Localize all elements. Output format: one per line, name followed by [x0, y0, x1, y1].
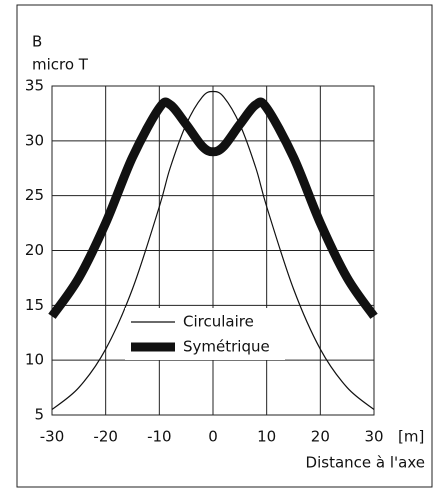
y-axis-symbol: B	[32, 33, 42, 51]
frame	[16, 4, 433, 488]
y-tick-label: 35	[25, 77, 44, 95]
y-tick-label: 5	[34, 406, 44, 424]
x-tick-label: -10	[147, 428, 172, 446]
y-tick-label: 10	[25, 351, 44, 369]
y-axis-unit: micro T	[32, 56, 89, 74]
x-axis-label: Distance à l'axe	[306, 454, 425, 472]
x-tick-label: -30	[40, 428, 65, 446]
series-line	[48, 97, 378, 319]
y-tick-label: 25	[25, 186, 44, 204]
legend-label: Symétrique	[183, 338, 270, 356]
y-tick-label: 30	[25, 131, 44, 149]
y-tick-label: 20	[25, 241, 44, 259]
y-tick-label: 15	[25, 296, 44, 314]
x-tick-label: 0	[208, 428, 218, 446]
x-tick-label: -20	[93, 428, 118, 446]
series-line	[51, 90, 375, 410]
x-tick-label: 10	[257, 428, 276, 446]
x-tick-label: 20	[311, 428, 330, 446]
x-tick-label: 30	[364, 428, 383, 446]
legend-label: Circulaire	[183, 313, 254, 331]
x-axis-unit: [m]	[398, 428, 424, 446]
